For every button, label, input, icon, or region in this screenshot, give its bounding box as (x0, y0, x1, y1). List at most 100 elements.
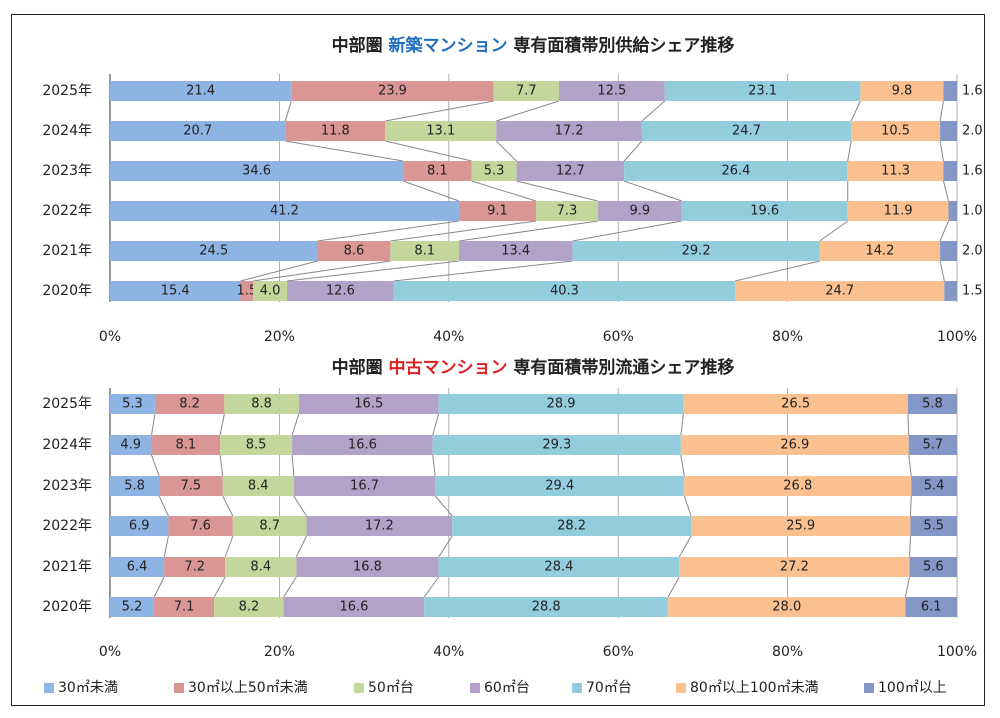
connector-line (942, 180, 950, 202)
title-prefix: 中部圏 (332, 35, 389, 56)
bar-segment (438, 557, 680, 577)
legend-item: 30㎡未満 (44, 680, 118, 696)
legend: 30㎡未満 30㎡以上50㎡未満 50㎡台 60㎡台 70㎡台 80㎡以上100㎡未満 10… (44, 680, 947, 696)
connector-line (295, 535, 307, 558)
data-label: 4.0 (260, 284, 281, 299)
x-tick-label: 80% (772, 329, 803, 345)
data-label: 7.7 (516, 84, 537, 99)
data-label: 8.7 (259, 519, 280, 534)
bar-segment (907, 394, 957, 414)
data-label: 4.9 (120, 438, 141, 453)
connector-line (438, 535, 453, 558)
bar-segment (222, 476, 294, 496)
y-tick-label: 2025年 (42, 83, 92, 99)
bar-segment (154, 597, 215, 617)
bar-segment (683, 394, 908, 414)
data-label: 7.1 (174, 600, 195, 615)
legend-label: 80㎡以上100㎡未満 (690, 680, 819, 696)
connector-line (909, 495, 912, 517)
bar-segment (680, 435, 909, 455)
data-label: 40.3 (550, 284, 579, 299)
bar-segment (847, 161, 944, 181)
data-label: 8.2 (179, 397, 200, 412)
connector-line (678, 535, 692, 558)
data-label: 8.8 (251, 397, 272, 412)
data-label: 24.5 (199, 244, 228, 259)
connector-line (939, 260, 945, 282)
connector-line (163, 535, 169, 558)
legend-item: 60㎡台 (470, 680, 530, 696)
data-label: 5.8 (922, 397, 943, 412)
data-label: 5.8 (124, 479, 145, 494)
connector-line (734, 260, 820, 282)
data-label: 24.7 (825, 284, 854, 299)
bar-segment (597, 201, 682, 221)
bar-segment (664, 81, 861, 101)
data-label: 6.4 (127, 560, 148, 575)
data-label: 12.5 (597, 84, 626, 99)
data-label: 7.5 (181, 479, 202, 494)
data-label: 5.6 (923, 560, 944, 575)
data-label: 29.3 (542, 438, 571, 453)
data-label: 28.4 (544, 560, 573, 575)
connector-line (151, 454, 160, 477)
bar-segment (948, 201, 957, 221)
bar-segment (911, 476, 957, 496)
legend-item: 50㎡台 (354, 680, 414, 696)
connector-line (432, 413, 440, 436)
connector-line (224, 535, 234, 558)
data-label: 5.3 (122, 397, 143, 412)
x-tick-label: 60% (603, 644, 634, 660)
data-label: 16.7 (350, 479, 379, 494)
bar-segment (940, 121, 957, 141)
connector-line (291, 454, 295, 477)
data-label: 8.5 (246, 438, 267, 453)
data-label: 7.2 (184, 560, 205, 575)
connector-line (819, 220, 849, 242)
bar-segment (819, 241, 941, 261)
bar-segment (296, 557, 439, 577)
bar-segment (624, 161, 848, 181)
connector-line (939, 100, 944, 122)
bar-segment (735, 281, 945, 301)
data-label: 11.3 (881, 164, 910, 179)
y-tick-label: 2023年 (42, 478, 92, 494)
connector-line (907, 413, 910, 436)
data-label: 11.9 (884, 204, 913, 219)
bar-segment (285, 121, 386, 141)
connector-line (908, 454, 912, 477)
connector-line (432, 454, 436, 477)
y-tick-label: 2020年 (42, 283, 92, 299)
bar-segment (909, 557, 957, 577)
data-label: 26.4 (721, 164, 750, 179)
data-label: 8.1 (175, 438, 196, 453)
data-label: 26.8 (783, 479, 812, 494)
connector-line (286, 260, 460, 282)
connector-line (151, 413, 156, 436)
data-label: 16.8 (353, 560, 382, 575)
bar-segment (225, 557, 297, 577)
connector-line (623, 180, 682, 202)
x-tick-label: 100% (937, 644, 977, 660)
bar-segment (905, 597, 957, 617)
y-tick-label: 2023年 (42, 163, 92, 179)
x-tick-label: 0% (99, 644, 121, 660)
legend-label: 50㎡台 (368, 680, 414, 696)
bar-segment (516, 161, 625, 181)
connector-line (393, 260, 573, 282)
x-tick-label: 40% (433, 644, 464, 660)
bar-segment (110, 597, 155, 617)
data-label: 1.6 (962, 164, 983, 179)
data-label: 19.6 (750, 204, 779, 219)
data-label: 8.1 (427, 164, 448, 179)
data-label: 5.2 (122, 600, 143, 615)
x-tick-label: 0% (99, 329, 121, 345)
data-label: 5.4 (924, 479, 945, 494)
connector-line (496, 100, 560, 122)
bar-segment (558, 81, 665, 101)
bar-segment (679, 557, 910, 577)
bar-segment (110, 241, 318, 261)
connector-line (680, 413, 684, 436)
bar-segment (910, 516, 957, 536)
data-label: 16.6 (339, 600, 368, 615)
